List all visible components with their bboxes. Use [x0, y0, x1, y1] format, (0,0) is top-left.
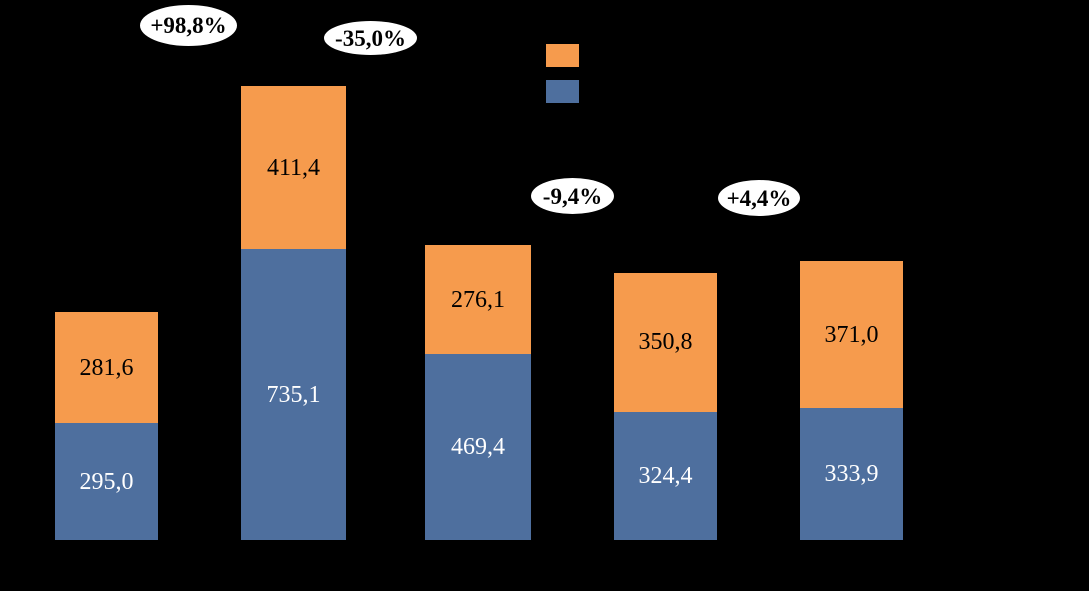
- bar4-blue-segment: 324,4: [614, 411, 717, 540]
- callout-change-bar3: -35,0%: [324, 21, 417, 55]
- callout-text: +4,4%: [726, 185, 792, 211]
- callout-text: -35,0%: [335, 25, 406, 51]
- bar5-orange-segment: 371,0: [800, 261, 903, 408]
- bar2-blue-segment: 735,1: [241, 249, 346, 540]
- bar1-blue-value: 295,0: [79, 468, 134, 495]
- bar3-orange-segment: 276,1: [425, 245, 531, 355]
- bar1-orange-segment: 281,6: [55, 311, 158, 424]
- callout-text: -9,4%: [542, 183, 603, 209]
- bar-group-5: 371,0 333,9: [800, 261, 903, 540]
- callout-change-bar4: -9,4%: [531, 178, 614, 214]
- bar2-orange-segment: 411,4: [241, 86, 346, 250]
- bar2-orange-value: 411,4: [266, 154, 321, 181]
- bar3-blue-value: 469,4: [451, 434, 505, 461]
- bar5-orange-value: 371,0: [824, 321, 879, 348]
- bar4-orange-segment: 350,8: [614, 272, 717, 412]
- bar3-orange-value: 276,1: [451, 286, 505, 313]
- bar3-blue-segment: 469,4: [425, 354, 531, 540]
- bar1-blue-segment: 295,0: [55, 423, 158, 540]
- legend-swatch-orange: [546, 44, 579, 67]
- bar-group-1: 281,6 295,0: [55, 311, 158, 540]
- legend-swatch-blue: [546, 80, 579, 103]
- callout-change-bar5: +4,4%: [718, 180, 800, 216]
- bar-group-2: 411,4 735,1: [241, 86, 346, 540]
- bar5-blue-segment: 333,9: [800, 407, 903, 540]
- bar5-blue-value: 333,9: [824, 460, 879, 487]
- bar-group-4: 350,8 324,4: [614, 272, 717, 540]
- callout-change-bar2: +98,8%: [140, 5, 237, 46]
- bar4-blue-value: 324,4: [638, 462, 693, 489]
- bar4-orange-value: 350,8: [638, 329, 693, 356]
- bar2-blue-value: 735,1: [266, 381, 321, 408]
- bar1-orange-value: 281,6: [79, 354, 134, 381]
- callout-text: +98,8%: [150, 13, 227, 38]
- bar-group-3: 276,1 469,4: [425, 245, 531, 540]
